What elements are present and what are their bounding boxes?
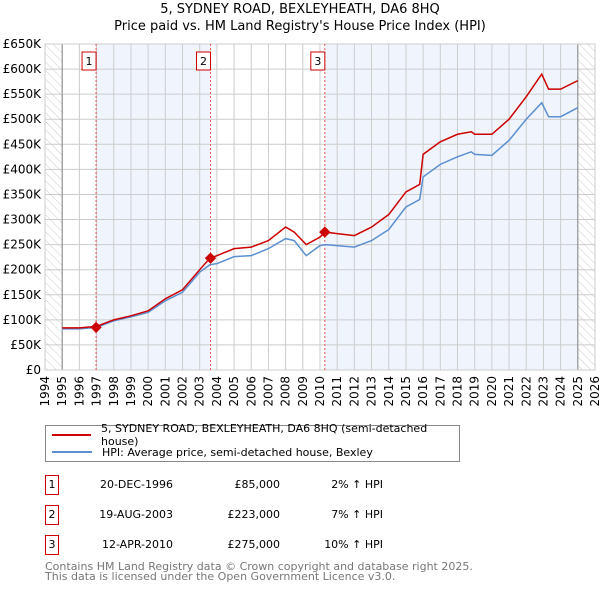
x-tick-label: 2019 xyxy=(468,376,482,407)
x-tick-label: 2001 xyxy=(158,376,172,407)
x-tick-label: 1996 xyxy=(72,376,86,407)
x-tick-label: 2012 xyxy=(347,376,361,407)
chart-subtitle: Price paid vs. HM Land Registry's House … xyxy=(114,19,486,34)
sale-marker-badge: 3 xyxy=(45,535,59,555)
sale-row: 2 19-AUG-2003 £223,000 7% ↑ HPI xyxy=(45,505,465,525)
y-tick-label: £100K xyxy=(3,313,43,327)
sale-marker-box xyxy=(81,51,97,71)
sale-marker-box xyxy=(196,51,212,71)
sale-row: 1 20-DEC-1996 £85,000 2% ↑ HPI xyxy=(45,475,465,495)
x-tick-label: 2021 xyxy=(502,376,516,407)
sale-date: 19-AUG-2003 xyxy=(99,508,173,521)
sale-price: £275,000 xyxy=(227,538,281,551)
footer-line: Contains HM Land Registry data © Crown c… xyxy=(45,560,473,573)
sale-marker-label: 1 xyxy=(86,55,93,68)
y-tick-label: £200K xyxy=(3,263,43,277)
sale-hpi-diff: 7% ↑ HPI xyxy=(331,508,383,521)
legend-swatch-red xyxy=(52,434,91,436)
hpi-line xyxy=(62,101,579,330)
legend-label: 5, SYDNEY ROAD, BEXLEYHEATH, DA6 8HQ (se… xyxy=(101,422,428,448)
x-tick-label: 2026 xyxy=(588,376,600,407)
x-tick-label: 1999 xyxy=(124,376,138,407)
y-tick-label: £600K xyxy=(3,62,43,76)
x-tick-label: 1997 xyxy=(90,376,104,407)
x-tick-label: 1995 xyxy=(55,376,69,407)
y-tick-label: £450K xyxy=(3,137,43,151)
footer: Contains HM Land Registry data © Crown c… xyxy=(45,560,473,583)
x-tick-label: 1994 xyxy=(38,376,52,407)
y-tick-label: £500K xyxy=(3,112,43,126)
sale-marker-badge: 1 xyxy=(45,475,59,495)
sale-point xyxy=(204,252,217,264)
x-tick-label: 2022 xyxy=(519,376,533,407)
y-tick-label: £150K xyxy=(3,288,43,302)
x-tick-label: 1998 xyxy=(107,376,121,407)
legend-label: HPI: Average price, semi-detached house,… xyxy=(102,445,373,459)
plot-border xyxy=(44,43,596,371)
x-tick-label: 2009 xyxy=(296,376,310,407)
x-tick-label: 2014 xyxy=(382,376,396,407)
sale-date: 20-DEC-1996 xyxy=(99,478,173,491)
plot-area: £0 £50K £100K £150K £200K £250K £300K £350K £400… xyxy=(3,37,600,407)
x-tick-label: 2004 xyxy=(210,376,224,407)
sale-marker-label: 3 xyxy=(314,55,321,68)
y-tick-label: £0 xyxy=(26,363,41,377)
sale-marker-label: 2 xyxy=(200,55,207,68)
y-tick-label: £350K xyxy=(3,187,43,201)
legend-item-hpi: HPI: Average price, semi-detached house,… xyxy=(46,444,373,460)
hatched-region xyxy=(45,44,63,370)
y-tick-label: £50K xyxy=(10,338,42,352)
sale-price: £85,000 xyxy=(234,478,281,491)
x-tick-label: 2011 xyxy=(330,376,344,407)
x-tick-label: 2023 xyxy=(536,376,550,407)
chart-title: 5, SYDNEY ROAD, BEXLEYHEATH, DA6 8HQ xyxy=(160,2,440,17)
legend: 5, SYDNEY ROAD, BEXLEYHEATH, DA6 8HQ (se… xyxy=(45,422,460,462)
y-tick-label: £650K xyxy=(3,37,43,51)
sale-hpi-diff: 10% ↑ HPI xyxy=(324,538,383,551)
x-tick-label: 2006 xyxy=(244,376,258,407)
sale-marker-badge: 2 xyxy=(45,505,59,525)
x-tick-label: 2003 xyxy=(193,376,207,407)
x-tick-label: 2016 xyxy=(416,376,430,407)
x-tick-label: 2017 xyxy=(433,376,447,407)
x-tick-label: 2008 xyxy=(279,376,293,407)
x-tick-label: 2024 xyxy=(554,376,568,407)
x-tick-label: 2002 xyxy=(176,376,190,407)
y-tick-label: £550K xyxy=(3,87,43,101)
legend-swatch-blue xyxy=(52,451,92,453)
ownership-band xyxy=(324,44,578,370)
y-tick-label: £400K xyxy=(3,162,43,176)
sale-marker-box xyxy=(310,51,326,71)
x-tick-label: 2005 xyxy=(227,376,241,407)
sale-row: 3 12-APR-2010 £275,000 10% ↑ HPI xyxy=(45,535,465,555)
x-tick-label: 2013 xyxy=(365,376,379,407)
y-tick-label: £300K xyxy=(3,213,43,227)
x-tick-label: 2020 xyxy=(485,376,499,407)
x-tick-label: 2018 xyxy=(451,376,465,407)
hatched-region xyxy=(577,44,595,370)
x-tick-label: 2000 xyxy=(141,376,155,407)
footer-line: This data is licensed under the Open Gov… xyxy=(45,570,396,583)
sale-point xyxy=(319,226,331,238)
sale-hpi-diff: 2% ↑ HPI xyxy=(331,478,383,491)
x-tick-label: 2010 xyxy=(313,376,327,407)
sale-price: £223,000 xyxy=(227,508,281,521)
ownership-band xyxy=(96,44,211,370)
x-tick-label: 2025 xyxy=(571,376,585,407)
legend-item-property: 5, SYDNEY ROAD, BEXLEYHEATH, DA6 8HQ (se… xyxy=(46,422,459,448)
x-tick-label: 2015 xyxy=(399,376,413,407)
sale-date: 12-APR-2010 xyxy=(101,538,173,551)
x-tick-label: 2007 xyxy=(261,376,275,407)
y-tick-label: £250K xyxy=(3,238,43,252)
